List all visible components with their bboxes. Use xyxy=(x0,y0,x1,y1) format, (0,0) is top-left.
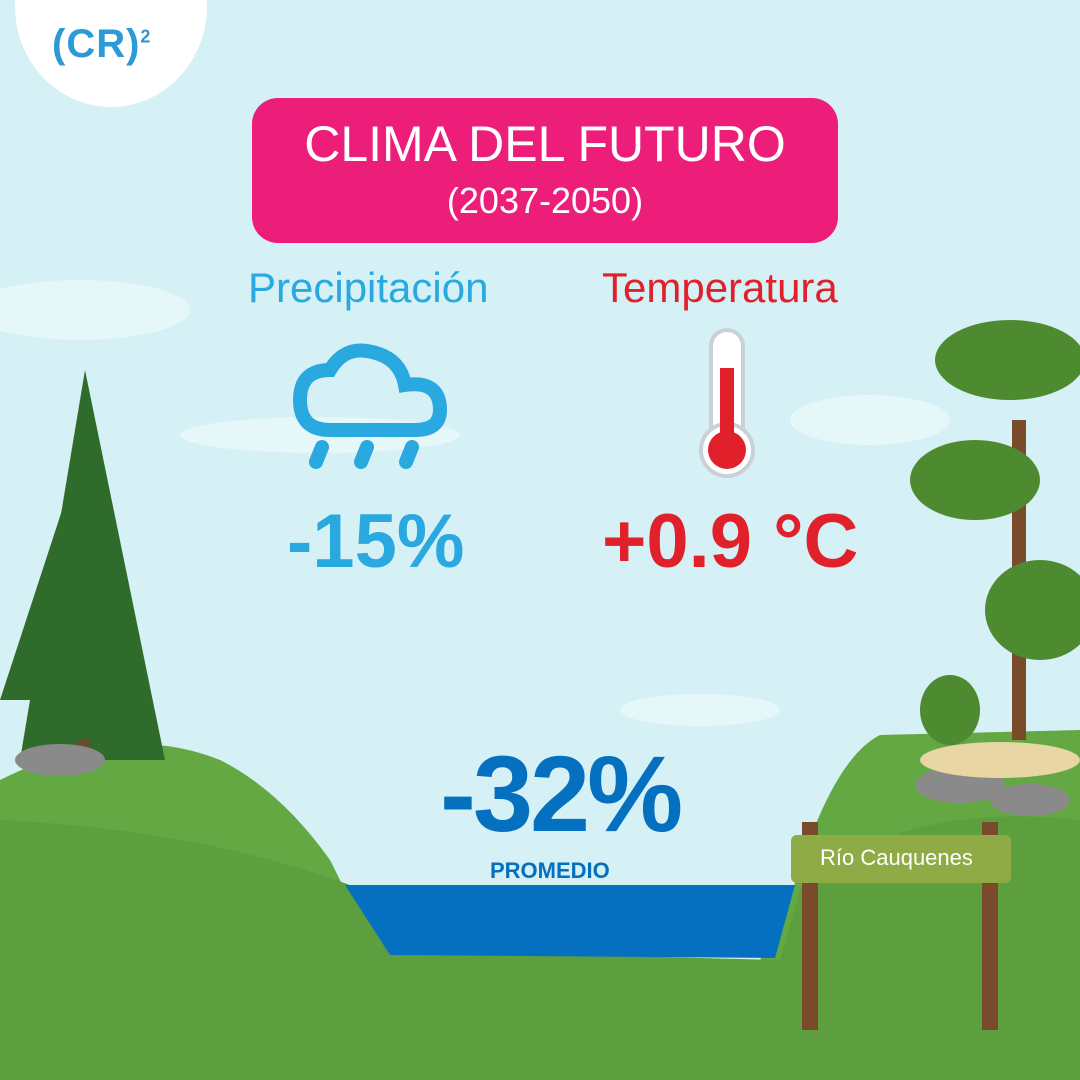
title-banner: CLIMA DEL FUTURO (2037-2050) xyxy=(252,98,838,243)
streamflow-value: -32% xyxy=(440,733,683,854)
logo-superscript: 2 xyxy=(140,26,152,47)
sign-post xyxy=(791,822,1011,1030)
thermometer-icon xyxy=(699,328,755,478)
page-title: CLIMA DEL FUTURO xyxy=(304,116,786,172)
pine-tree-left xyxy=(0,370,165,770)
river-sign-label: Río Cauquenes xyxy=(820,845,973,870)
sand-patch xyxy=(920,742,1080,778)
temperature-value: +0.9 °C xyxy=(602,499,859,584)
streamflow-label: PROMEDIO xyxy=(490,858,610,883)
river xyxy=(345,885,795,958)
rain-cloud-icon xyxy=(292,343,448,469)
tree-right xyxy=(910,320,1080,745)
logo-text: (CR) xyxy=(52,22,141,66)
period-subtitle: (2037-2050) xyxy=(446,179,644,221)
precipitation-value: -15% xyxy=(287,499,465,584)
precipitation-label: Precipitación xyxy=(248,264,489,311)
logo: (CR)2 xyxy=(52,20,151,68)
temperature-label: Temperatura xyxy=(602,264,838,311)
